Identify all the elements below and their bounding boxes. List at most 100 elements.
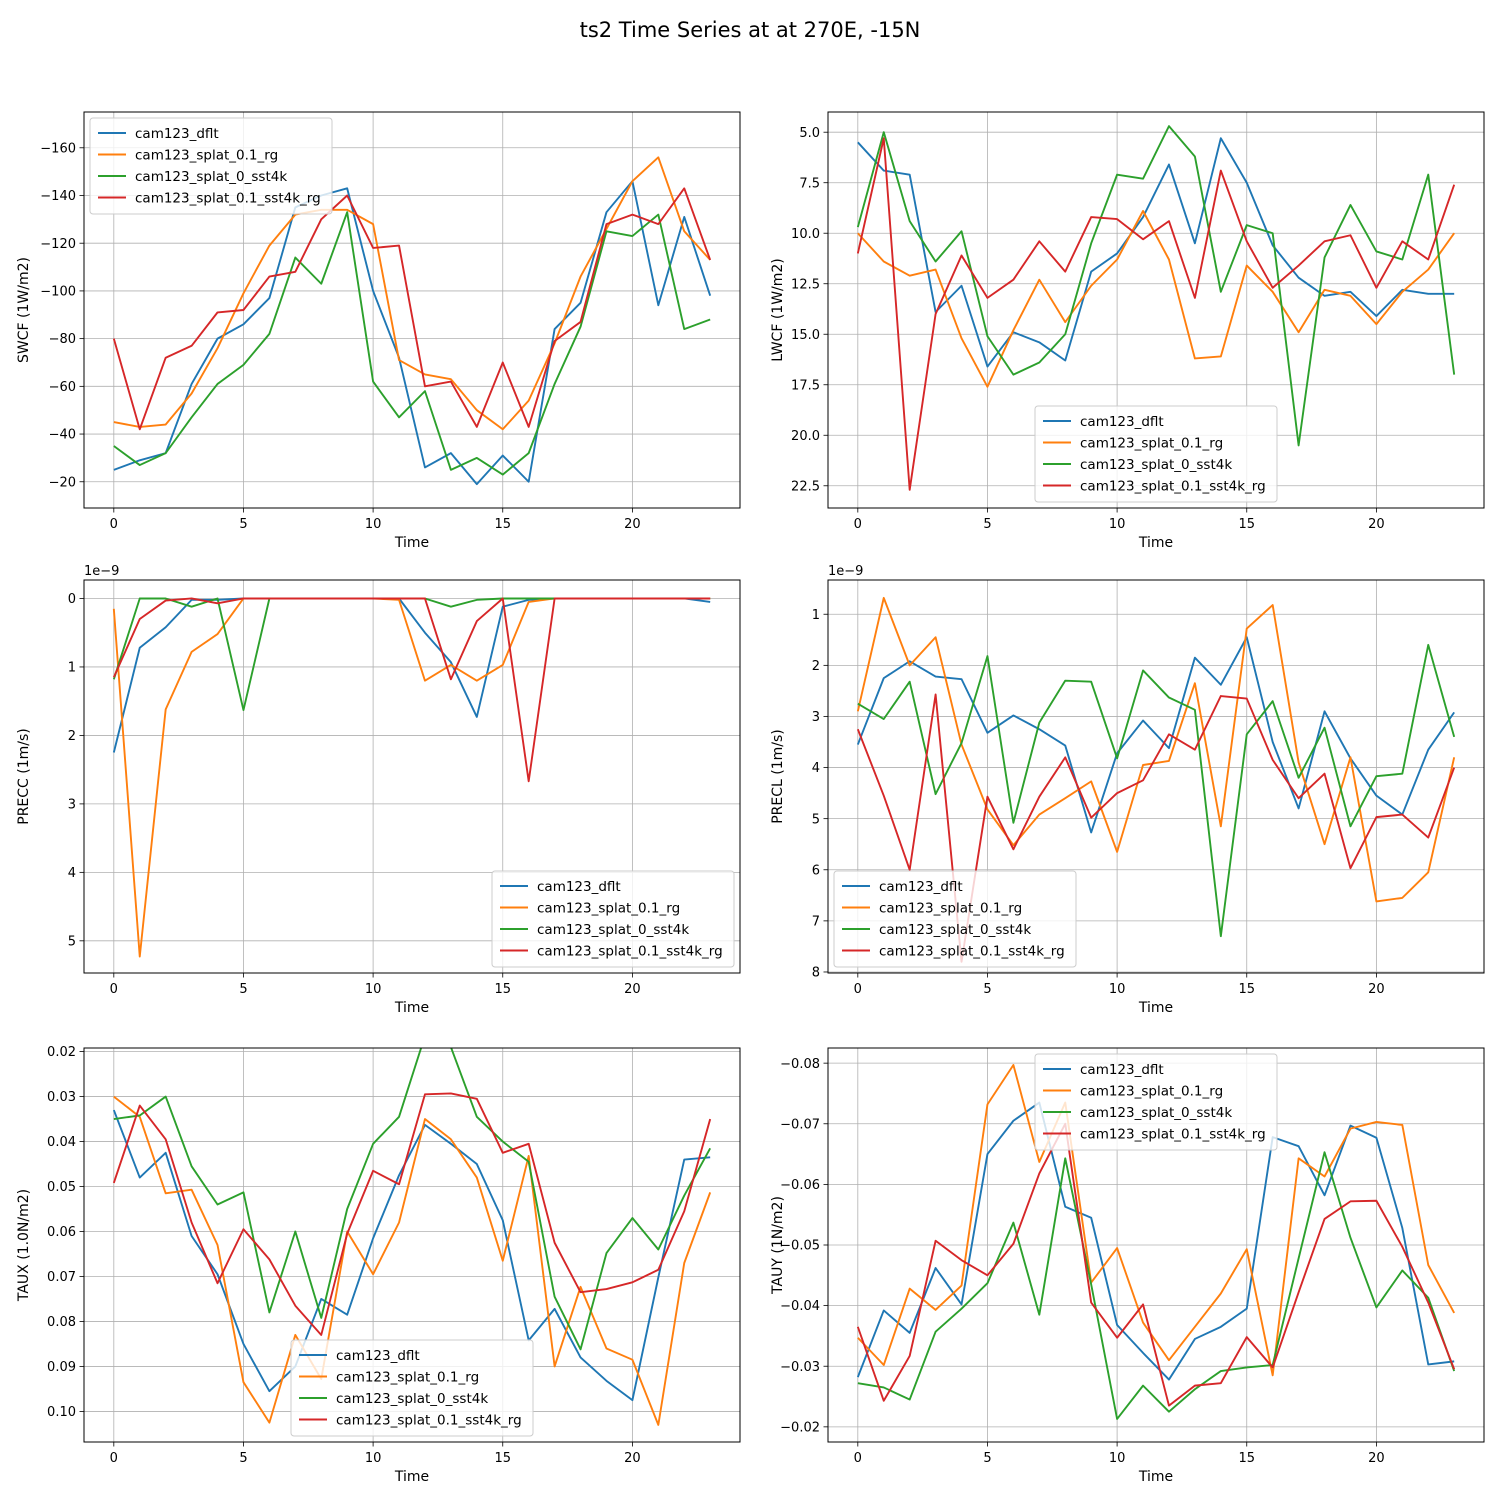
y-tick-label: 10.0 [791, 227, 820, 242]
legend-label: cam123_splat_0.1_rg [336, 1369, 479, 1385]
y-tick-label: −60 [49, 380, 76, 395]
series-line-4 [856, 137, 1456, 491]
legend: cam123_dflt cam123_splat_0.1_rg cam123_spl… [290, 1339, 534, 1437]
legend-label: cam123_splat_0_sst4k [135, 169, 287, 185]
x-tick-label: 5 [239, 1451, 247, 1466]
series-line-3 [113, 211, 711, 476]
series-line-2 [113, 156, 711, 431]
legend-label: cam123_splat_0_sst4k [537, 922, 689, 938]
y-tick-label: 4 [812, 761, 820, 776]
series-line-2 [856, 596, 1456, 903]
y-tick-label: −0.08 [780, 1057, 820, 1072]
y-tick-label: 20.0 [791, 429, 820, 444]
legend-box [833, 870, 1077, 968]
series-line-1 [112, 1109, 711, 1402]
offset-text: 1e−9 [84, 564, 119, 579]
y-tick-label: 7.5 [799, 176, 820, 191]
x-tick-label: 10 [1109, 982, 1126, 997]
x-tick-label: 0 [110, 982, 118, 997]
x-tick-label: 20 [624, 1451, 641, 1466]
panel-tauy: 0 5 10 15 20 −0.02 −0.03 −0.04 −0.05 −0.06 −0.07 −0… [770, 1047, 1485, 1485]
x-tick-label: 10 [365, 517, 382, 532]
y-tick-label: −80 [49, 332, 76, 347]
x-tick-label: 20 [624, 982, 641, 997]
legend-label: cam123_splat_0.1_sst4k_rg [135, 190, 321, 206]
legend: cam123_dflt cam123_splat_0.1_rg cam123_spl… [491, 870, 735, 968]
x-tick-label: 10 [365, 1451, 382, 1466]
x-tick-label: 5 [239, 982, 247, 997]
legend-label: cam123_dflt [336, 1348, 420, 1364]
x-tick-label: 20 [1368, 982, 1385, 997]
x-tick-label: 0 [854, 1451, 862, 1466]
y-tick-label: −0.06 [780, 1178, 820, 1193]
figure-title: ts2 Time Series at at 270E, -15N [580, 18, 921, 42]
y-tick-label: 5 [812, 812, 820, 827]
legend-label: cam123_splat_0_sst4k [336, 1391, 488, 1407]
legend-box [1034, 1053, 1278, 1151]
y-tick-label: 15.0 [791, 328, 820, 343]
legend-box [290, 1339, 534, 1437]
y-tick-label: −0.04 [780, 1299, 820, 1314]
axes-frame [827, 1047, 1485, 1443]
y-tick-label: −0.05 [780, 1239, 820, 1254]
y-tick-label: −0.02 [780, 1420, 820, 1435]
series-line-4 [112, 187, 712, 431]
x-tick-label: 15 [1238, 982, 1255, 997]
x-tick-label: 15 [494, 1451, 511, 1466]
series-line-1 [857, 137, 1455, 368]
y-tick-label: 6 [812, 863, 820, 878]
legend: cam123_dflt cam123_splat_0.1_rg cam123_spl… [1034, 1053, 1278, 1151]
axes-frame [83, 579, 741, 974]
y-axis-label: SWCF (1W/m2) [16, 257, 32, 363]
y-axis-label: PRECL (1m/s) [770, 729, 786, 824]
legend-label: cam123_splat_0.1_rg [1080, 435, 1223, 451]
y-tick-label: −120 [40, 237, 76, 252]
series-line-1 [856, 636, 1455, 834]
legend: cam123_dflt cam123_splat_0.1_rg cam123_spl… [1034, 405, 1278, 503]
y-tick-label: −100 [40, 285, 76, 300]
x-tick-label: 15 [494, 982, 511, 997]
series-line-2 [857, 210, 1455, 388]
x-tick-label: 15 [494, 517, 511, 532]
y-tick-label: 5.0 [799, 126, 820, 141]
x-tick-label: 15 [1238, 1451, 1255, 1466]
axes-frame [83, 1047, 741, 1443]
y-tick-label: 0.04 [47, 1135, 76, 1150]
legend-label: cam123_splat_0_sst4k [1080, 457, 1232, 473]
x-tick-label: 0 [110, 517, 118, 532]
series-line-3 [857, 643, 1456, 938]
y-tick-label: −140 [40, 189, 76, 204]
panel-taux: 0 5 10 15 20 0.02 0.03 0.04 0.05 0.06 0.07 0.08 0.09… [16, 1045, 741, 1485]
y-axis-label: LWCF (1W/m2) [770, 258, 786, 362]
panel-lwcf: 0 5 10 15 20 5.0 7.5 10.0 12.5 15.0 17.5 20.0 22.5 Ti… [770, 111, 1485, 551]
legend-label: cam123_splat_0.1_sst4k_rg [879, 943, 1065, 959]
x-axis-label: Time [394, 1469, 429, 1485]
x-tick-label: 5 [983, 1451, 991, 1466]
legend-box [1034, 405, 1278, 503]
y-tick-label: 1 [68, 661, 76, 676]
y-tick-label: 0.03 [47, 1090, 76, 1105]
x-tick-label: 15 [1238, 517, 1255, 532]
y-tick-label: −160 [40, 141, 76, 156]
y-axis-label: TAUX (1.0N/m2) [16, 1189, 32, 1302]
legend-label: cam123_splat_0.1_sst4k_rg [1080, 478, 1266, 494]
series-line-3 [113, 1048, 712, 1351]
legend-label: cam123_splat_0.1_sst4k_rg [1080, 1126, 1266, 1142]
x-tick-label: 0 [854, 517, 862, 532]
x-axis-label: Time [1138, 535, 1173, 551]
legend-label: cam123_splat_0.1_rg [879, 900, 1022, 916]
y-tick-label: 17.5 [791, 378, 820, 393]
series-line-4 [112, 1092, 712, 1336]
series-line-4 [112, 597, 711, 783]
series-line-4 [856, 1122, 1456, 1407]
y-axis-label: TAUY (1N/m2) [770, 1196, 786, 1295]
y-tick-label: 12.5 [791, 277, 820, 292]
y-tick-label: −0.07 [780, 1117, 820, 1132]
legend-label: cam123_dflt [1080, 414, 1164, 430]
y-tick-label: −0.03 [780, 1360, 820, 1375]
y-tick-label: 0.05 [47, 1180, 76, 1195]
legend: cam123_dflt cam123_splat_0.1_rg cam123_spl… [833, 870, 1077, 968]
x-tick-label: 20 [1368, 1451, 1385, 1466]
y-tick-label: 3 [812, 710, 820, 725]
